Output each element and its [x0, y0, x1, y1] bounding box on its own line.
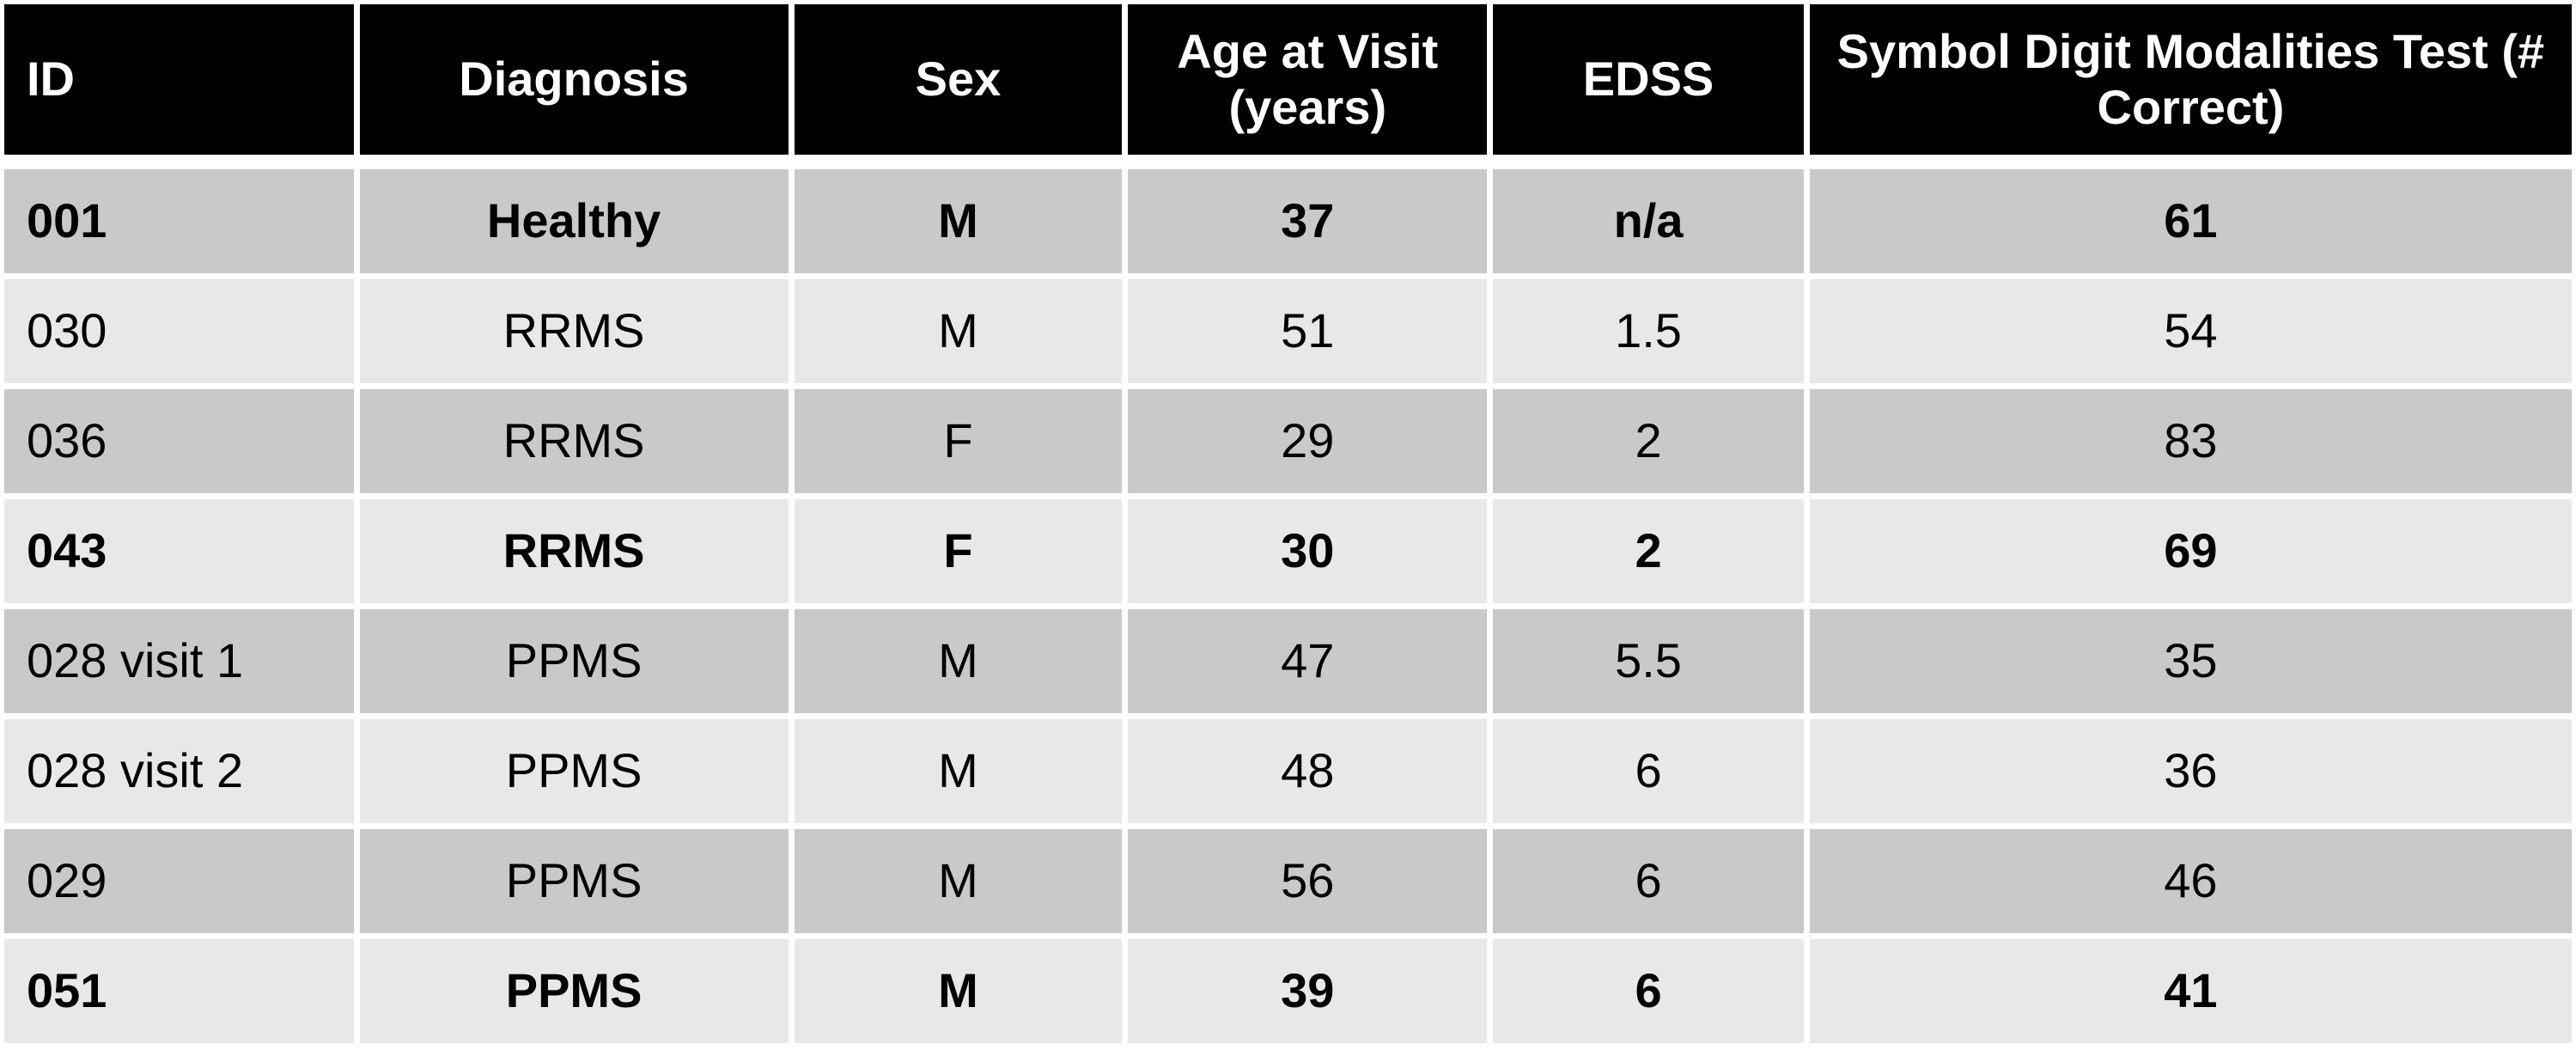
- cell-diagnosis: RRMS: [359, 499, 789, 603]
- cell-sdmt: 61: [1809, 169, 2572, 273]
- cell-id: 051: [4, 939, 354, 1043]
- cell-age: 47: [1128, 609, 1488, 713]
- cell-diagnosis: PPMS: [359, 829, 789, 933]
- cell-age: 29: [1128, 389, 1488, 493]
- column-header-sdmt: Symbol Digit Modalities Test (# Correct): [1809, 4, 2572, 155]
- cell-id: 029: [4, 829, 354, 933]
- cell-sex: F: [794, 499, 1123, 603]
- cell-sdmt: 54: [1809, 279, 2572, 383]
- column-header-id: ID: [4, 4, 354, 155]
- cell-id: 028 visit 1: [4, 609, 354, 713]
- cell-diagnosis: RRMS: [359, 389, 789, 493]
- cell-age: 51: [1128, 279, 1488, 383]
- cell-diagnosis: PPMS: [359, 719, 789, 823]
- cell-edss: n/a: [1493, 169, 1804, 273]
- cell-edss: 6: [1493, 719, 1804, 823]
- cell-sex: F: [794, 389, 1123, 493]
- cell-edss: 2: [1493, 499, 1804, 603]
- cell-id: 028 visit 2: [4, 719, 354, 823]
- cell-sdmt: 69: [1809, 499, 2572, 603]
- cell-edss: 5.5: [1493, 609, 1804, 713]
- cell-diagnosis: Healthy: [359, 169, 789, 273]
- cell-sex: M: [794, 609, 1123, 713]
- table-row: 030 RRMS M 51 1.5 54: [4, 279, 2572, 383]
- table-row: 029 PPMS M 56 6 46: [4, 829, 2572, 933]
- cell-age: 56: [1128, 829, 1488, 933]
- cell-edss: 6: [1493, 829, 1804, 933]
- table-row: 001 Healthy M 37 n/a 61: [4, 169, 2572, 273]
- cell-sdmt: 35: [1809, 609, 2572, 713]
- cell-edss: 1.5: [1493, 279, 1804, 383]
- column-header-edss: EDSS: [1493, 4, 1804, 155]
- cell-sdmt: 36: [1809, 719, 2572, 823]
- cell-sex: M: [794, 939, 1123, 1043]
- table-header-row: ID Diagnosis Sex Age at Visit (years) ED…: [4, 4, 2572, 155]
- cell-sex: M: [794, 829, 1123, 933]
- cell-edss: 6: [1493, 939, 1804, 1043]
- cell-sex: M: [794, 719, 1123, 823]
- cell-edss: 2: [1493, 389, 1804, 493]
- cell-sex: M: [794, 169, 1123, 273]
- cell-id: 043: [4, 499, 354, 603]
- table-row: 028 visit 2 PPMS M 48 6 36: [4, 719, 2572, 823]
- cell-id: 001: [4, 169, 354, 273]
- cell-age: 30: [1128, 499, 1488, 603]
- cell-age: 39: [1128, 939, 1488, 1043]
- cell-id: 036: [4, 389, 354, 493]
- column-header-diagnosis: Diagnosis: [359, 4, 789, 155]
- table-row: 051 PPMS M 39 6 41: [4, 939, 2572, 1043]
- cell-sdmt: 46: [1809, 829, 2572, 933]
- cell-diagnosis: RRMS: [359, 279, 789, 383]
- cell-age: 37: [1128, 169, 1488, 273]
- table-row: 028 visit 1 PPMS M 47 5.5 35: [4, 609, 2572, 713]
- cell-diagnosis: PPMS: [359, 939, 789, 1043]
- column-header-sex: Sex: [794, 4, 1123, 155]
- table-row: 043 RRMS F 30 2 69: [4, 499, 2572, 603]
- table-row: 036 RRMS F 29 2 83: [4, 389, 2572, 493]
- cell-age: 48: [1128, 719, 1488, 823]
- column-header-age: Age at Visit (years): [1128, 4, 1488, 155]
- cell-sdmt: 83: [1809, 389, 2572, 493]
- cell-id: 030: [4, 279, 354, 383]
- cell-diagnosis: PPMS: [359, 609, 789, 713]
- cell-sdmt: 41: [1809, 939, 2572, 1043]
- cell-sex: M: [794, 279, 1123, 383]
